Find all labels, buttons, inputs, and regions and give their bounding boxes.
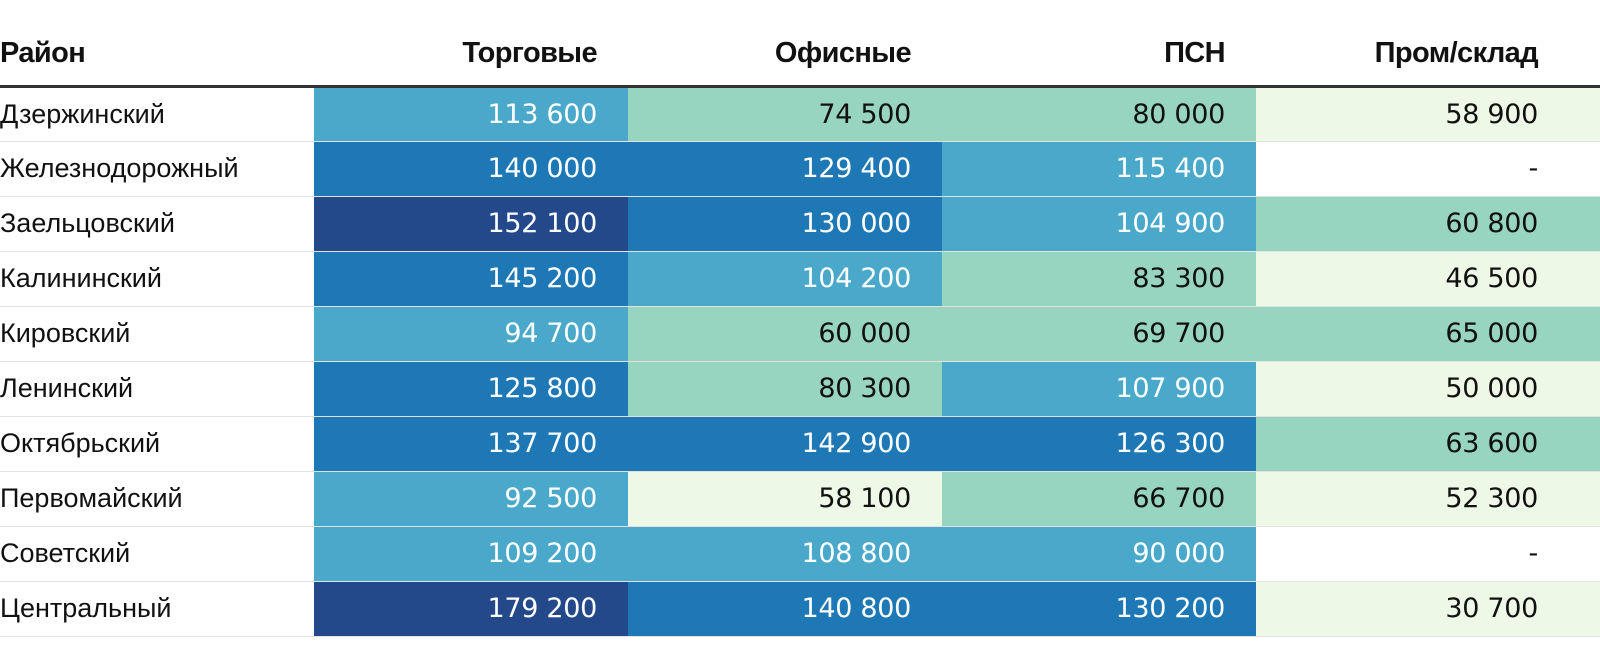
district-name-cell: Первомайский	[0, 471, 314, 527]
table-row: Ленинский 125 800 80 300 107 900 50 000	[0, 361, 1600, 417]
heatmap-cell-retail: 145 200	[314, 251, 628, 307]
column-header-psn: ПСН	[942, 22, 1256, 88]
heatmap-cell-retail: 137 700	[314, 416, 628, 472]
heatmap-cell-psn: 90 000	[942, 526, 1256, 582]
table-row: Октябрьский 137 700 142 900 126 300 63 600	[0, 416, 1600, 472]
column-header-district: Район	[0, 22, 314, 88]
heatmap-cell-retail: 113 600	[314, 86, 628, 142]
header-row: Район Торговые Офисные ПСН Пром/склад	[0, 22, 1600, 88]
heatmap-cell-retail: 140 000	[314, 141, 628, 197]
table-row: Первомайский 92 500 58 100 66 700 52 300	[0, 471, 1600, 527]
heatmap-cell-office: 130 000	[628, 196, 942, 252]
table-row: Дзержинский 113 600 74 500 80 000 58 900	[0, 86, 1600, 142]
heatmap-cell-retail: 92 500	[314, 471, 628, 527]
column-header-retail: Торговые	[314, 22, 628, 88]
heatmap-cell-office: 108 800	[628, 526, 942, 582]
district-name-cell: Калининский	[0, 251, 314, 307]
heatmap-cell-office: 142 900	[628, 416, 942, 472]
heatmap-cell-industrial: 52 300	[1256, 471, 1600, 527]
heatmap-cell-industrial: 58 900	[1256, 86, 1600, 142]
heatmap-cell-psn: 104 900	[942, 196, 1256, 252]
heatmap-cell-psn: 80 000	[942, 86, 1256, 142]
district-name-cell: Центральный	[0, 581, 314, 637]
district-name-cell: Дзержинский	[0, 86, 314, 142]
heatmap-cell-industrial: 60 800	[1256, 196, 1600, 252]
column-header-office: Офисные	[628, 22, 942, 88]
table-row: Советский 109 200 108 800 90 000-	[0, 526, 1600, 582]
heatmap-cell-retail: 152 100	[314, 196, 628, 252]
district-name-cell: Кировский	[0, 306, 314, 362]
table-row: Кировский 94 700 60 000 69 700 65 000	[0, 306, 1600, 362]
heatmap-cell-office: 80 300	[628, 361, 942, 417]
table-row: Центральный 179 200 140 800 130 200 30 700	[0, 581, 1600, 637]
heatmap-cell-retail: 94 700	[314, 306, 628, 362]
table-row: Железнодорожный 140 000 129 400 115 400-	[0, 141, 1600, 197]
table-row: Калининский 145 200 104 200 83 300 46 500	[0, 251, 1600, 307]
heatmap-cell-retail: 109 200	[314, 526, 628, 582]
heatmap-cell-industrial: 46 500	[1256, 251, 1600, 307]
heatmap-cell-industrial: 30 700	[1256, 581, 1600, 637]
table-row: Заельцовский 152 100 130 000 104 900 60 800	[0, 196, 1600, 252]
district-name-cell: Советский	[0, 526, 314, 582]
district-name-cell: Октябрьский	[0, 416, 314, 472]
heatmap-cell-industrial: 65 000	[1256, 306, 1600, 362]
heatmap-cell-retail: 125 800	[314, 361, 628, 417]
heatmap-table: Район Торговые Офисные ПСН Пром/склад Дз…	[0, 22, 1600, 637]
heatmap-cell-office: 60 000	[628, 306, 942, 362]
heatmap-cell-psn: 69 700	[942, 306, 1256, 362]
heatmap-cell-office: 58 100	[628, 471, 942, 527]
heatmap-cell-industrial: 50 000	[1256, 361, 1600, 417]
heatmap-cell-industrial: 63 600	[1256, 416, 1600, 472]
heatmap-cell-psn: 107 900	[942, 361, 1256, 417]
heatmap-cell-psn: 130 200	[942, 581, 1256, 637]
heatmap-cell-industrial: -	[1256, 526, 1600, 582]
district-name-cell: Железнодорожный	[0, 141, 314, 197]
heatmap-cell-office: 74 500	[628, 86, 942, 142]
heatmap-cell-psn: 83 300	[942, 251, 1256, 307]
table-body: Дзержинский 113 600 74 500 80 000 58 900 Желе…	[0, 86, 1600, 637]
district-name-cell: Ленинский	[0, 361, 314, 417]
heatmap-cell-psn: 126 300	[942, 416, 1256, 472]
heatmap-cell-office: 104 200	[628, 251, 942, 307]
column-header-industrial: Пром/склад	[1256, 22, 1600, 88]
district-name-cell: Заельцовский	[0, 196, 314, 252]
heatmap-cell-office: 140 800	[628, 581, 942, 637]
heatmap-cell-psn: 66 700	[942, 471, 1256, 527]
heatmap-cell-industrial: -	[1256, 141, 1600, 197]
heatmap-table-container: Район Торговые Офисные ПСН Пром/склад Дз…	[0, 22, 1600, 637]
heatmap-cell-retail: 179 200	[314, 581, 628, 637]
heatmap-cell-office: 129 400	[628, 141, 942, 197]
heatmap-cell-psn: 115 400	[942, 141, 1256, 197]
